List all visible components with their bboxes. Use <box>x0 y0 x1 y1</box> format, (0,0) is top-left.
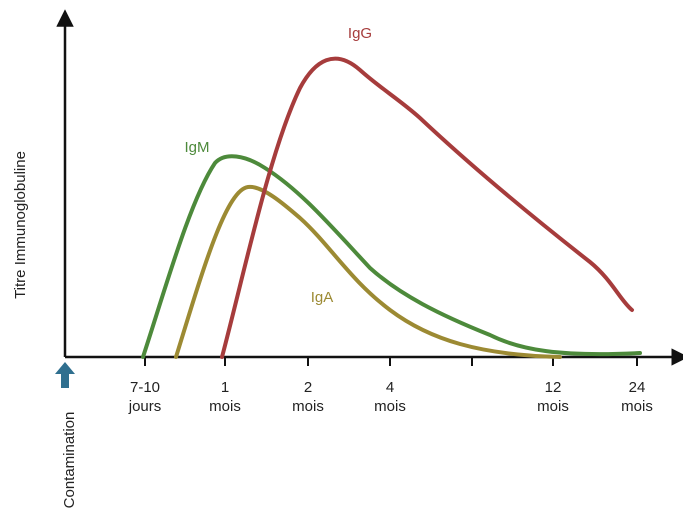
x-label: 7-10 <box>130 379 160 396</box>
x-label: 4 <box>386 379 394 396</box>
igg-curve <box>220 56 634 359</box>
curve-label: IgA <box>311 289 334 306</box>
contamination-label: Contamination <box>61 412 78 509</box>
x-label: 1 <box>221 379 229 396</box>
x-label: mois <box>621 398 653 415</box>
x-label: mois <box>292 398 324 415</box>
x-label: mois <box>209 398 241 415</box>
x-label: mois <box>537 398 569 415</box>
x-label: 12 <box>545 379 562 396</box>
y-axis-label: Titre Immunoglobuline <box>12 151 29 299</box>
x-label: 24 <box>629 379 646 396</box>
x-labels: 7-10 jours 1 mois 2 mois 4 mois 12 mois … <box>128 379 653 415</box>
curve-label: IgG <box>348 25 372 42</box>
x-ticks <box>144 357 638 366</box>
iga-curve <box>174 184 562 359</box>
x-label: jours <box>128 398 162 415</box>
curve-label: IgM <box>184 139 209 156</box>
x-label: 2 <box>304 379 312 396</box>
x-label: mois <box>374 398 406 415</box>
contamination-arrow <box>55 362 75 388</box>
igm-curve <box>141 154 642 359</box>
